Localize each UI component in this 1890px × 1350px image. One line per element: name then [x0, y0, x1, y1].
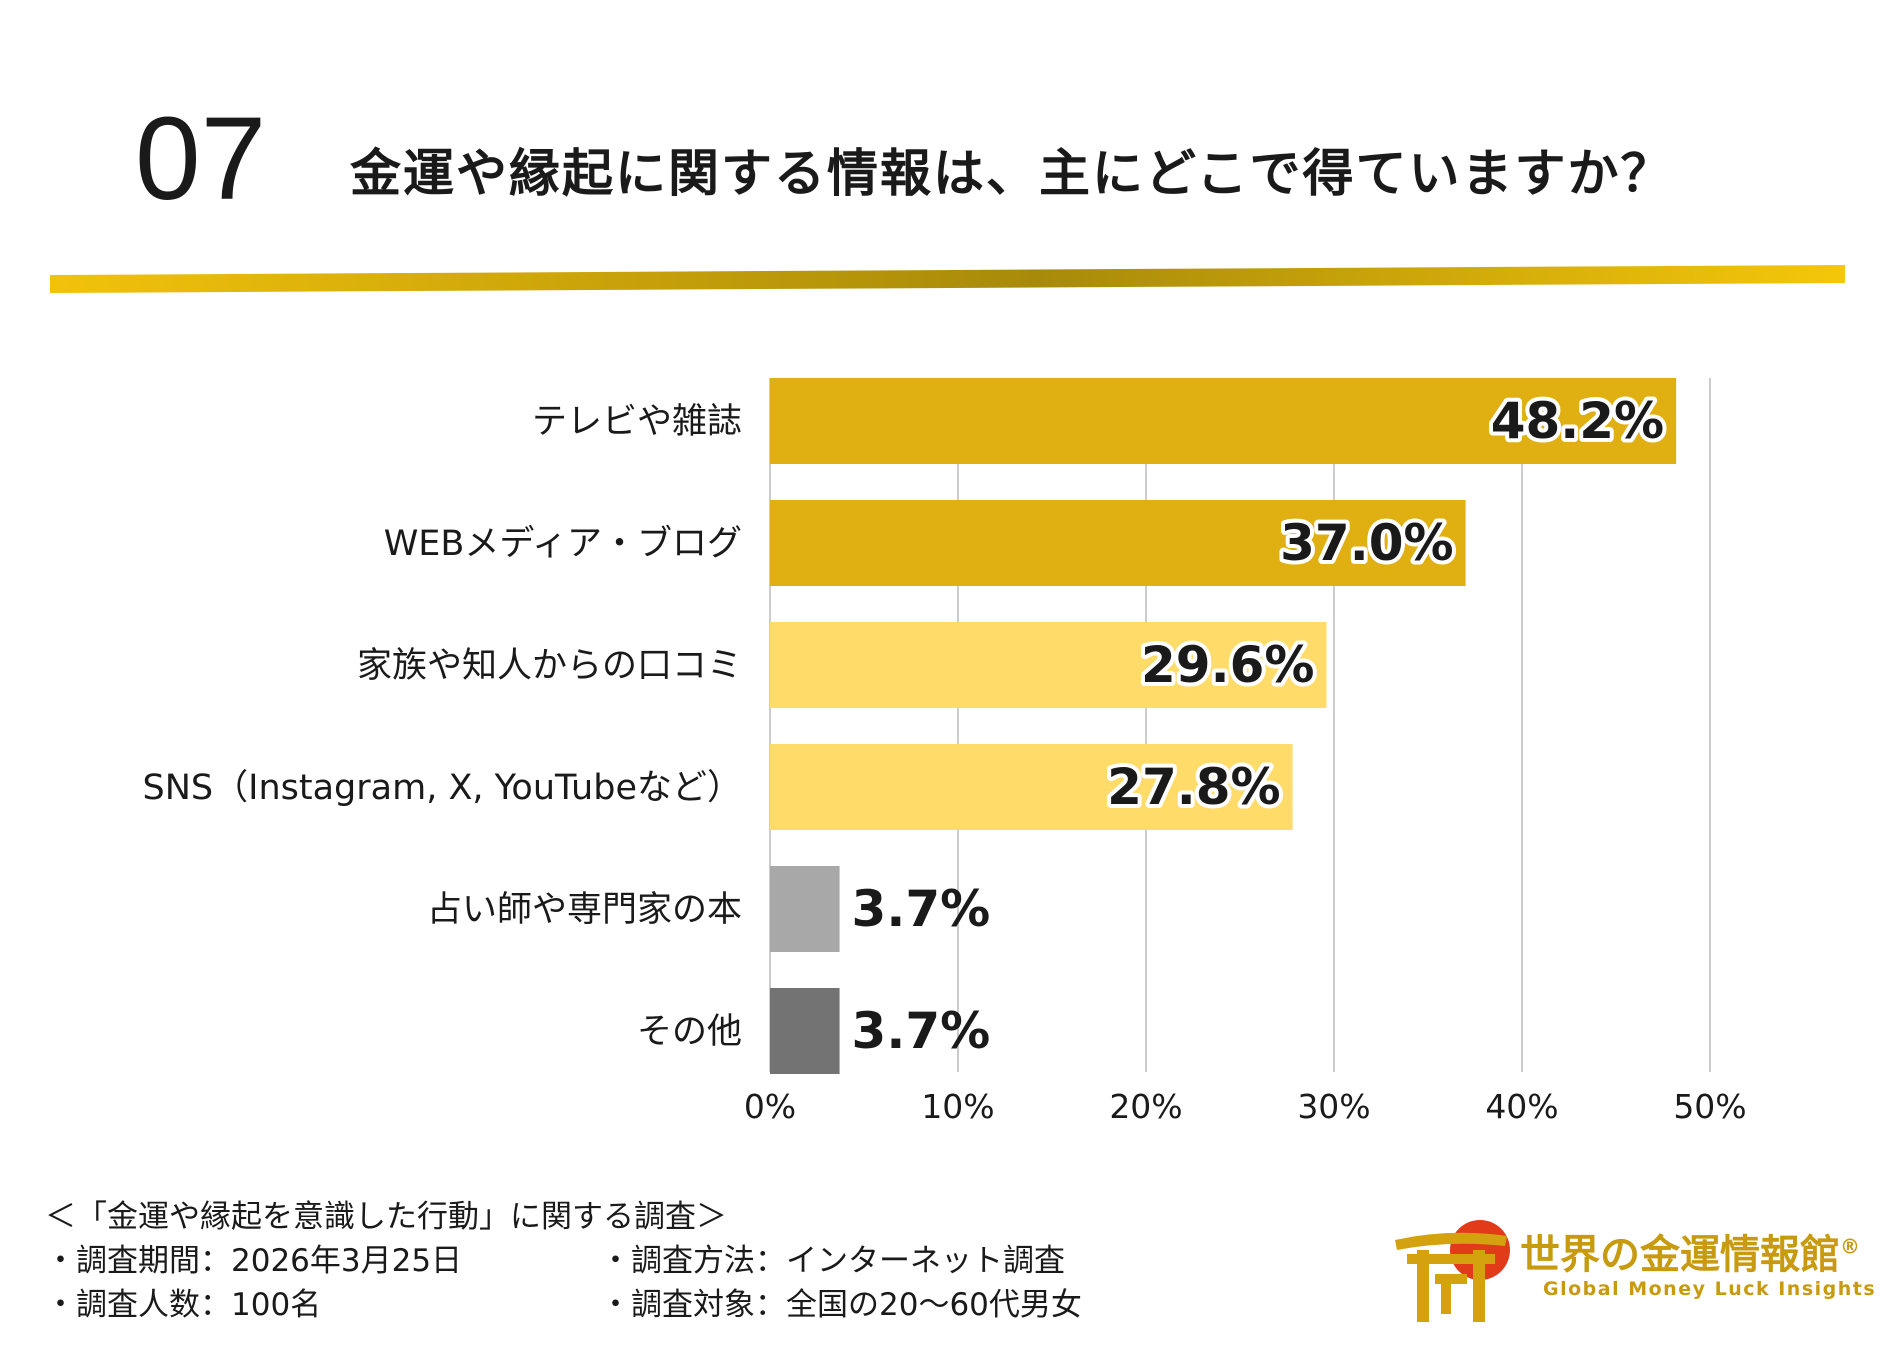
survey-title: ＜「金運や縁起を意識した行動」に関する調査＞ [45, 1199, 727, 1235]
survey-period: ・調査期間：2026年3月25日 [45, 1243, 463, 1279]
logo-name: 世界の金運情報館® [1520, 1232, 1860, 1278]
data-label: 27.8% [1107, 758, 1280, 816]
data-label: 37.0% [1280, 514, 1453, 572]
bar [770, 622, 1327, 708]
title-divider [50, 265, 1845, 293]
category-label: 占い師や専門家の本 [427, 890, 742, 930]
brand-logo: 世界の金運情報館® Global Money Luck Insights [1385, 1210, 1875, 1330]
bar [770, 500, 1466, 586]
x-tick-label: 30% [1297, 1087, 1370, 1126]
data-label: 29.6% [1141, 636, 1314, 694]
data-label: 48.2% [1491, 392, 1664, 450]
survey-target: ・調査対象：全国の20～60代男女 [600, 1287, 1082, 1323]
category-label: その他 [637, 1012, 742, 1052]
data-label: 3.7% [852, 880, 991, 938]
x-tick-label: 20% [1109, 1087, 1182, 1126]
category-label: テレビや雑誌 [532, 402, 742, 442]
x-tick-label: 40% [1485, 1087, 1558, 1126]
survey-method: ・調査方法：インターネット調査 [600, 1243, 1065, 1279]
category-label: WEBメディア・ブログ [384, 524, 742, 564]
question-number: 07 [135, 93, 267, 225]
x-tick-label: 50% [1673, 1087, 1746, 1126]
x-tick-label: 0% [744, 1087, 796, 1126]
bar [770, 988, 840, 1074]
survey-footer: ＜「金運や縁起を意識した行動」に関する調査＞ ・調査期間：2026年3月25日 … [45, 1195, 1082, 1323]
data-label: 3.7% [852, 1002, 991, 1060]
category-label: 家族や知人からの口コミ [357, 646, 742, 686]
category-label: SNS（Instagram, X, YouTubeなど） [143, 768, 742, 808]
torii-emblem-icon [1395, 1220, 1510, 1322]
bar [770, 744, 1293, 830]
bar [770, 378, 1677, 464]
bar [770, 866, 840, 952]
x-tick-label: 10% [921, 1087, 994, 1126]
question-title: 金運や縁起に関する情報は、主にどこで得ていますか？ [350, 145, 1674, 204]
bar-chart: 0% 10% 20% 30% 40% 50% テレビや雑誌 48.2% WEBメディア・ブログ 3… [143, 378, 1747, 1126]
survey-count: ・調査人数：100名 [45, 1287, 322, 1323]
logo-subtitle: Global Money Luck Insights [1543, 1278, 1877, 1300]
